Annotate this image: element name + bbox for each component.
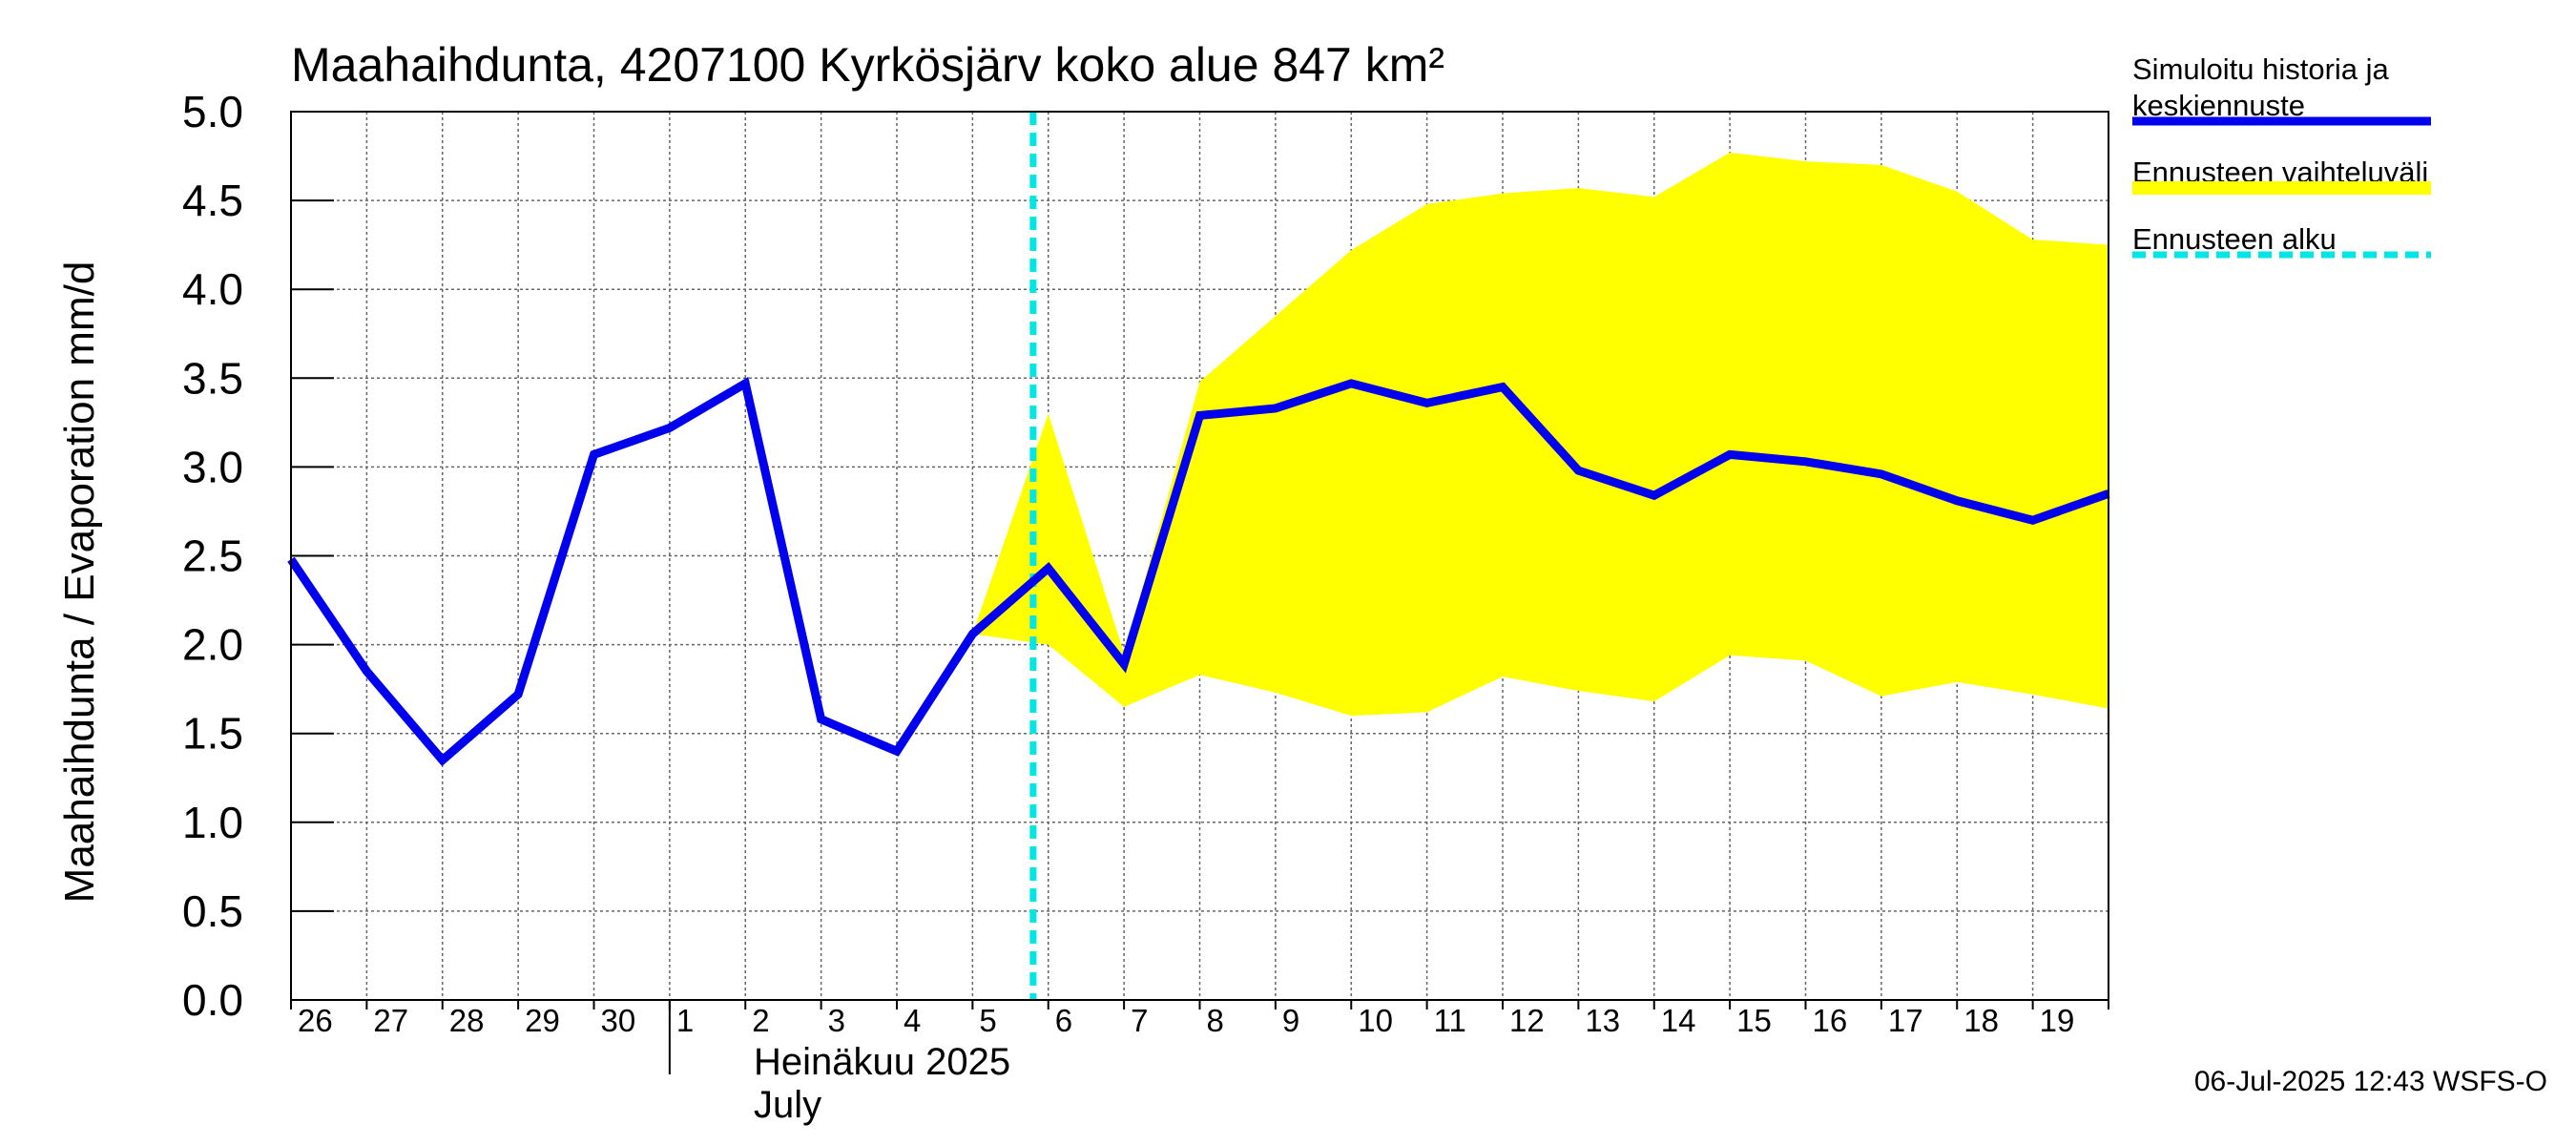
y-tick-label: 3.0	[182, 442, 243, 491]
x-tick-label: 5	[979, 1003, 996, 1038]
y-tick-label: 4.5	[182, 176, 243, 225]
x-tick-label: 7	[1131, 1003, 1148, 1038]
data-point	[593, 453, 594, 455]
y-tick-label: 4.0	[182, 264, 243, 314]
legend-label: Ennusteen alku	[2132, 222, 2337, 256]
x-tick-label: 12	[1509, 1003, 1545, 1038]
y-tick-label: 2.5	[182, 531, 243, 581]
y-tick-label: 1.5	[182, 709, 243, 759]
y-tick-label: 3.5	[182, 353, 243, 403]
y-tick-label: 1.0	[182, 798, 243, 847]
y-tick-label: 5.0	[182, 87, 243, 136]
data-point	[1275, 407, 1277, 409]
x-tick-label: 26	[298, 1003, 333, 1038]
x-tick-label: 4	[904, 1003, 921, 1038]
x-tick-label: 27	[373, 1003, 408, 1038]
x-tick-label: 18	[1963, 1003, 1999, 1038]
y-tick-label: 0.5	[182, 886, 243, 936]
data-point	[1350, 383, 1352, 385]
data-point	[669, 427, 671, 428]
y-tick-labels: 0.0 0.5 1.0 1.5 2.0 2.5 3.0 3.5 4.0 4.5 5.0	[182, 87, 334, 1025]
x-tick-label: 15	[1736, 1003, 1772, 1038]
x-tick-label: 17	[1888, 1003, 1923, 1038]
chart-title: Maahaihdunta, 4207100 Kyrkösjärv koko al…	[291, 38, 1444, 92]
data-point	[1577, 469, 1579, 471]
data-point	[744, 383, 746, 385]
data-point	[1956, 500, 1958, 502]
x-tick-label: 28	[449, 1003, 485, 1038]
month-label-line: July	[754, 1084, 821, 1126]
data-point	[2032, 519, 2034, 521]
x-tick-labels: 26 27 28 29 30 1 2 3 4 5 6 7 8 9 10 11 12 13 14 15 16 17 18 19	[290, 1000, 2109, 1038]
x-tick-label: 14	[1661, 1003, 1696, 1038]
data-point	[517, 694, 519, 696]
month-label-line: Heinäkuu 2025	[754, 1041, 1010, 1083]
y-tick-label: 0.0	[182, 975, 243, 1025]
x-tick-label: 10	[1358, 1003, 1393, 1038]
data-point	[1880, 473, 1882, 475]
data-point	[1123, 663, 1125, 665]
data-point	[1048, 568, 1049, 570]
y-axis-label: Maahaihdunta / Evaporation mm/d	[56, 261, 103, 904]
x-tick-label: 16	[1813, 1003, 1848, 1038]
x-tick-label: 1	[676, 1003, 694, 1038]
data-point	[1502, 386, 1504, 388]
grid-lines	[291, 112, 2109, 1000]
data-point	[1729, 453, 1731, 455]
legend-label: keskiennuste	[2132, 89, 2305, 122]
data-point	[971, 633, 973, 635]
legend-label: Simuloitu historia ja	[2132, 52, 2390, 86]
x-tick-label: 8	[1207, 1003, 1224, 1038]
data-point	[1426, 402, 1428, 404]
x-tick-label: 11	[1434, 1003, 1466, 1038]
footer-timestamp: 06-Jul-2025 12:43 WSFS-O	[2194, 1066, 2547, 1097]
x-tick-label: 3	[828, 1003, 845, 1038]
data-point	[896, 750, 898, 752]
x-tick-label: 29	[525, 1003, 560, 1038]
data-point	[1199, 414, 1200, 416]
x-tick-label: 19	[2040, 1003, 2075, 1038]
data-point	[1805, 461, 1806, 463]
x-tick-label: 6	[1055, 1003, 1072, 1038]
data-point	[365, 671, 367, 673]
x-tick-label: 13	[1585, 1003, 1620, 1038]
data-point	[1653, 494, 1655, 496]
x-tick-label: 30	[601, 1003, 636, 1038]
x-tick-label: 9	[1282, 1003, 1299, 1038]
x-tick-label: 2	[752, 1003, 769, 1038]
y-tick-label: 2.0	[182, 620, 243, 670]
